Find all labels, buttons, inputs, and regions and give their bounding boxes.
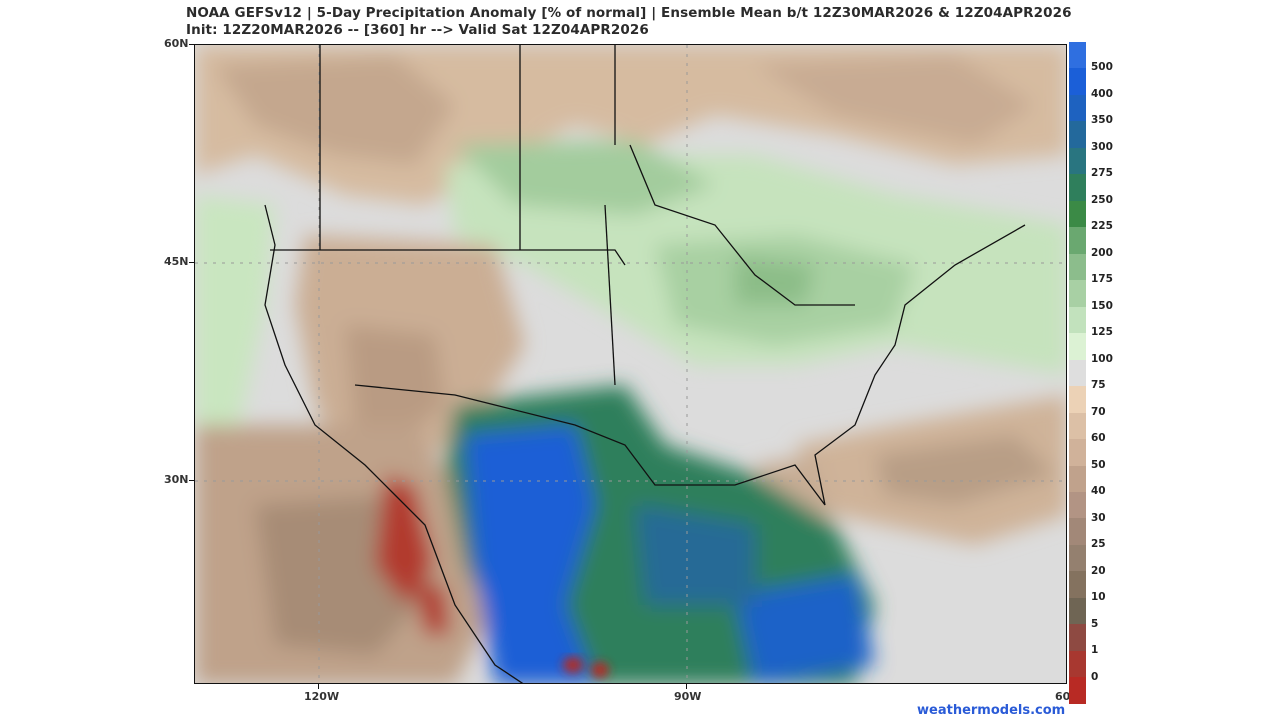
colorbar-level-label: 0: [1091, 670, 1099, 683]
colorbar-level-label: 60: [1091, 432, 1106, 445]
lat-tick: [189, 480, 194, 481]
lon-label-90w: 90W: [674, 690, 702, 703]
colorbar-segment: [1069, 677, 1086, 704]
colorbar-level-label: 350: [1091, 114, 1113, 127]
colorbar-segment: [1069, 571, 1086, 598]
colorbar-segment: [1069, 597, 1086, 625]
colorbar-segment: [1069, 42, 1086, 69]
colorbar-segment: [1069, 121, 1086, 148]
colorbar-segment: [1069, 465, 1086, 492]
precipitation-anomaly-map: [194, 44, 1067, 684]
colorbar-level-label: 175: [1091, 273, 1113, 286]
colorbar-level-label: 225: [1091, 220, 1113, 233]
colorbar-segment: [1069, 306, 1086, 334]
colorbar-segment: [1069, 491, 1086, 519]
colorbar-level-label: 70: [1091, 405, 1106, 418]
colorbar-segment: [1069, 544, 1086, 572]
colorbar-segment: [1069, 200, 1086, 228]
colorbar-segment: [1069, 280, 1086, 307]
colorbar-segment: [1069, 174, 1086, 201]
colorbar-level-label: 20: [1091, 564, 1106, 577]
colorbar-level-label: 25: [1091, 538, 1106, 551]
lat-tick: [189, 44, 194, 45]
colorbar-segment: [1069, 386, 1086, 413]
colorbar: [1069, 42, 1086, 704]
colorbar-level-label: 100: [1091, 352, 1113, 365]
colorbar-segment: [1069, 650, 1086, 678]
colorbar-segment: [1069, 359, 1086, 387]
colorbar-segment: [1069, 68, 1086, 95]
colorbar-level-label: 400: [1091, 87, 1113, 100]
colorbar-level-label: 200: [1091, 246, 1113, 259]
colorbar-segment: [1069, 147, 1086, 175]
colorbar-segment: [1069, 227, 1086, 254]
colorbar-level-label: 50: [1091, 458, 1106, 471]
lat-tick: [189, 262, 194, 263]
lon-tick: [686, 684, 687, 689]
colorbar-level-label: 10: [1091, 591, 1106, 604]
colorbar-segment: [1069, 253, 1086, 281]
colorbar-level-label: 75: [1091, 379, 1106, 392]
colorbar-segment: [1069, 412, 1086, 440]
map-fill: [195, 45, 1066, 683]
colorbar-segment: [1069, 94, 1086, 122]
colorbar-segment: [1069, 439, 1086, 466]
colorbar-level-label: 300: [1091, 140, 1113, 153]
colorbar-level-label: 5: [1091, 617, 1099, 630]
chart-title: NOAA GEFSv12 | 5-Day Precipitation Anoma…: [186, 5, 1072, 39]
title-line-1: NOAA GEFSv12 | 5-Day Precipitation Anoma…: [186, 5, 1072, 21]
lat-label-45n: 45N: [164, 255, 189, 268]
colorbar-segment: [1069, 518, 1086, 545]
colorbar-level-label: 40: [1091, 485, 1106, 498]
colorbar-level-label: 275: [1091, 167, 1113, 180]
credit-link[interactable]: weathermodels.com: [917, 703, 1066, 718]
colorbar-level-label: 125: [1091, 326, 1113, 339]
colorbar-segment: [1069, 333, 1086, 360]
colorbar-level-label: 500: [1091, 61, 1113, 74]
lon-label-60w: 60: [1055, 690, 1071, 703]
lon-tick: [318, 684, 319, 689]
colorbar-level-label: 250: [1091, 193, 1113, 206]
lat-label-30n: 30N: [164, 473, 189, 486]
colorbar-level-label: 1: [1091, 644, 1099, 657]
colorbar-level-label: 150: [1091, 299, 1113, 312]
colorbar-segment: [1069, 624, 1086, 651]
lon-label-120w: 120W: [304, 690, 340, 703]
colorbar-level-label: 30: [1091, 511, 1106, 524]
title-line-2: Init: 12Z20MAR2026 -- [360] hr --> Valid…: [186, 22, 649, 38]
lat-label-60n: 60N: [164, 37, 189, 50]
